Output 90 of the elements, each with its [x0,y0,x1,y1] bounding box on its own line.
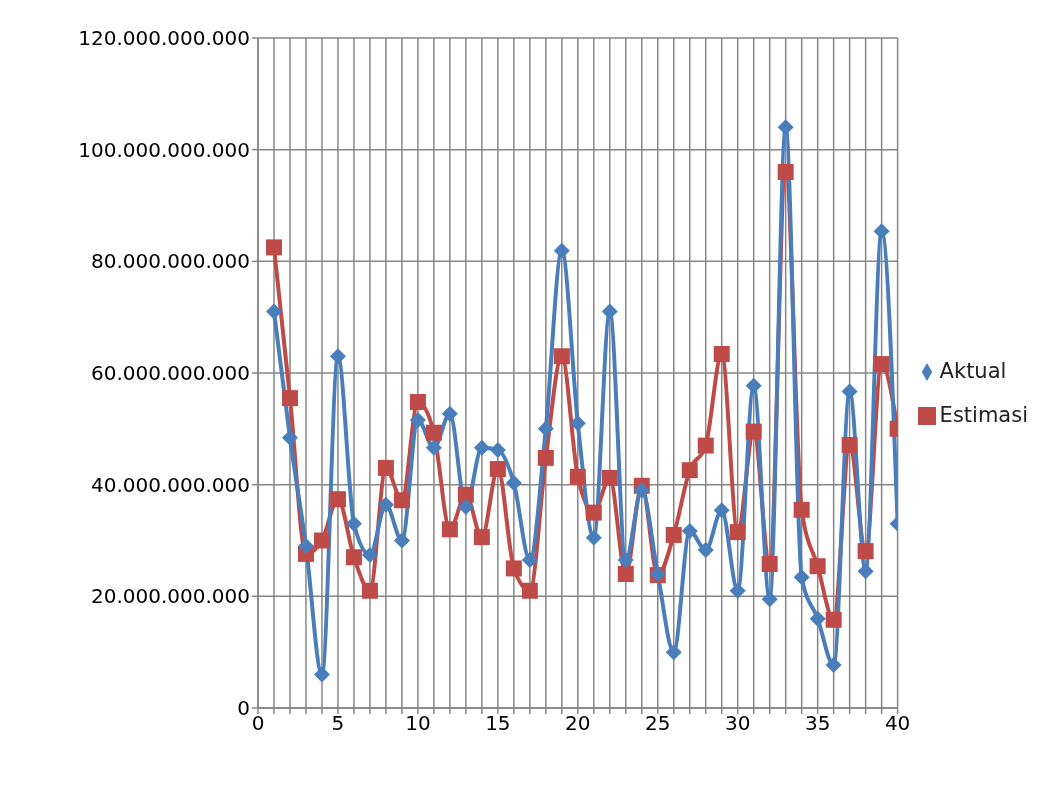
point [569,468,586,485]
x-tick-label: 40 [884,711,911,736]
y-tick-label: 100.000.000.000 [78,137,250,162]
point [361,547,378,564]
point [681,523,698,540]
point [521,582,538,599]
point [873,223,890,240]
point [745,377,762,394]
x-tick-label: 25 [645,711,671,736]
point [809,610,826,627]
x-tick-label: 5 [331,711,345,736]
point [441,521,458,538]
point [377,459,394,476]
point [553,348,570,365]
point [361,582,378,599]
x-tick-label: 10 [405,711,431,736]
point [825,611,842,628]
point [745,423,762,440]
point [265,239,282,256]
point [809,558,826,575]
point [441,405,458,422]
point [537,420,554,437]
point [617,566,634,582]
point [345,515,362,532]
point [377,496,394,513]
point [457,486,474,503]
point [857,543,874,560]
y-tick-label: 80.000.000.000 [90,249,250,274]
x-tick-label: 30 [724,711,751,736]
point [585,529,602,546]
point [617,552,634,569]
point [425,424,442,441]
point [681,462,698,479]
point [313,532,330,549]
x-tick-label: 20 [565,711,591,736]
x-tick-label: 15 [485,711,511,736]
point [297,538,314,555]
point [425,439,442,456]
point [841,437,858,454]
point [505,560,522,577]
point [793,569,810,586]
legend-label: Estimasi [939,403,1028,427]
point [761,591,778,608]
point [873,356,890,373]
point [841,383,858,400]
point [457,499,474,515]
point [409,394,426,411]
point [777,164,794,180]
point [729,582,746,599]
point [265,303,282,320]
point [409,411,426,428]
point [393,492,410,509]
point [393,532,410,549]
point [473,529,490,546]
point [777,119,794,136]
point [553,242,570,259]
point [713,502,730,519]
point [697,437,714,454]
point [473,439,490,456]
y-tick-label: 40.000.000.000 [90,472,250,497]
point [281,429,298,446]
point [489,442,506,459]
point [761,555,778,572]
point [585,504,602,521]
point [713,346,730,363]
point [633,482,650,499]
point [505,474,522,491]
point [521,552,538,569]
point [489,461,506,478]
point [281,390,298,407]
point [665,526,682,543]
point [825,657,842,674]
point [313,666,330,683]
point [729,524,746,541]
x-tick-label: 35 [804,711,831,736]
y-tick-label: 120.000.000.000 [78,26,250,51]
point [329,348,346,365]
point [857,563,874,580]
point [345,549,362,566]
point [601,303,618,320]
legend-label: Aktual [939,359,1007,383]
point [697,541,714,558]
y-tick-label: 20.000.000.000 [90,584,250,609]
y-tick-label: 60.000.000.000 [90,361,250,386]
point [329,491,346,508]
point [665,644,682,661]
point [569,415,586,432]
point [793,501,810,518]
point [537,449,554,466]
point [601,469,618,486]
